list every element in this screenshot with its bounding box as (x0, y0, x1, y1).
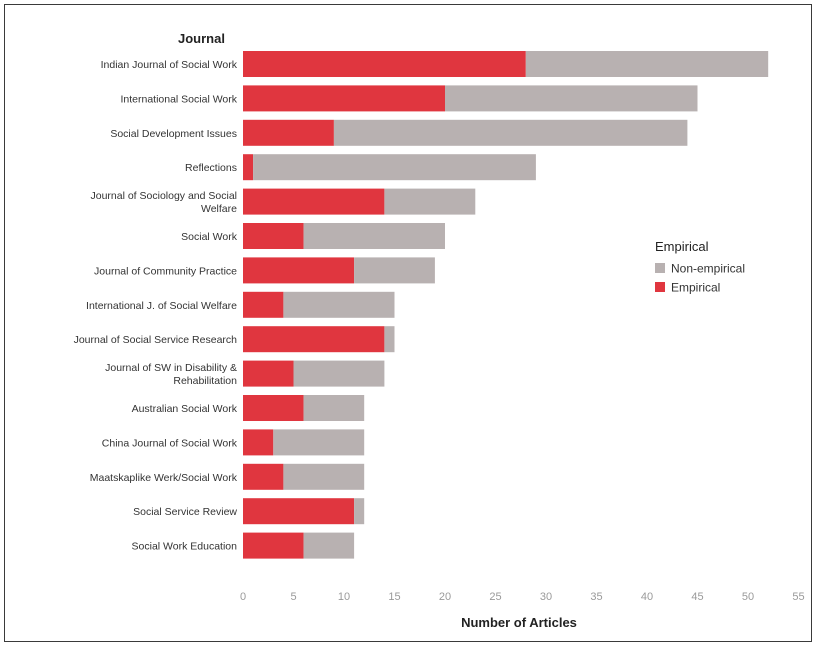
category-label: Social Work (181, 231, 238, 243)
category-label: Social Service Review (133, 506, 237, 518)
legend-swatch-non-empirical (655, 263, 665, 273)
bar-non-empirical-11 (273, 429, 365, 456)
bar-empirical-13 (243, 498, 355, 525)
x-tick-label: 55 (792, 591, 804, 603)
bar-empirical-2 (243, 119, 334, 146)
bar-non-empirical-3 (253, 154, 536, 181)
bar-empirical-1 (243, 85, 445, 112)
category-label: Social Development Issues (110, 128, 237, 140)
bar-non-empirical-6 (354, 257, 435, 284)
x-tick-label: 10 (338, 591, 350, 603)
x-tick-label: 35 (590, 591, 602, 603)
legend-title: Empirical (655, 239, 709, 254)
x-tick-label: 30 (540, 591, 552, 603)
stacked-bar-chart: Journal Indian Journal of Social Work Int… (74, 31, 805, 630)
legend: Empirical Non-empirical Empirical (655, 239, 745, 295)
bar-non-empirical-2 (333, 119, 688, 146)
category-label: Journal of Sociology and Social Welfare (90, 190, 237, 215)
bar-empirical-12 (243, 463, 284, 490)
category-label: Australian Social Work (132, 403, 238, 415)
bar-empirical-8 (243, 326, 385, 353)
x-tick-label: 5 (290, 591, 296, 603)
category-label: International Social Work (120, 93, 237, 105)
x-tick-label: 45 (691, 591, 703, 603)
category-label: International J. of Social Welfare (86, 300, 237, 312)
bar-non-empirical-0 (525, 51, 769, 77)
category-label: Journal of Community Practice (94, 265, 237, 277)
bar-non-empirical-5 (303, 223, 445, 249)
bar-non-empirical-8 (384, 326, 395, 353)
bar-empirical-10 (243, 395, 304, 421)
category-label: Journal of SW in Disability & Rehabilitat… (105, 362, 237, 387)
legend-swatch-empirical (655, 282, 665, 292)
legend-label-non-empirical: Non-empirical (671, 262, 745, 276)
category-label: Journal of Social Service Research (74, 334, 238, 346)
x-tick-labels: 0 5 10 15 20 25 30 35 40 45 50 55 (240, 591, 805, 603)
bar-non-empirical-9 (293, 360, 385, 387)
bar-empirical-11 (243, 429, 274, 456)
category-labels: Indian Journal of Social Work Internation… (74, 59, 238, 553)
legend-label-empirical: Empirical (671, 281, 720, 295)
bar-non-empirical-10 (303, 395, 365, 421)
x-tick-label: 50 (742, 591, 754, 603)
y-axis-title: Journal (178, 31, 225, 46)
category-label: Maatskaplike Werk/Social Work (90, 472, 238, 484)
category-label: Indian Journal of Social Work (101, 59, 238, 71)
bar-non-empirical-4 (384, 188, 476, 215)
bar-empirical-5 (243, 223, 304, 249)
x-axis-title: Number of Articles (461, 615, 577, 630)
category-label: China Journal of Social Work (102, 437, 238, 449)
x-tick-label: 0 (240, 591, 246, 603)
category-label: Social Work Education (132, 541, 238, 553)
x-tick-label: 20 (439, 591, 451, 603)
bar-non-empirical-13 (354, 498, 365, 525)
x-tick-label: 40 (641, 591, 653, 603)
bar-empirical-7 (243, 291, 284, 318)
bar-empirical-9 (243, 360, 294, 387)
bar-empirical-0 (243, 51, 526, 77)
bars-group (243, 51, 769, 559)
bar-empirical-4 (243, 188, 385, 215)
bar-empirical-3 (243, 154, 254, 181)
bar-non-empirical-14 (303, 532, 355, 559)
category-label: Reflections (185, 162, 237, 174)
bar-non-empirical-12 (283, 463, 365, 490)
chart-frame: Journal Indian Journal of Social Work Int… (4, 4, 812, 642)
bar-non-empirical-1 (445, 85, 698, 112)
bar-non-empirical-7 (283, 291, 395, 318)
x-tick-label: 15 (388, 591, 400, 603)
bar-empirical-6 (243, 257, 355, 284)
bar-empirical-14 (243, 532, 304, 559)
x-tick-label: 25 (489, 591, 501, 603)
